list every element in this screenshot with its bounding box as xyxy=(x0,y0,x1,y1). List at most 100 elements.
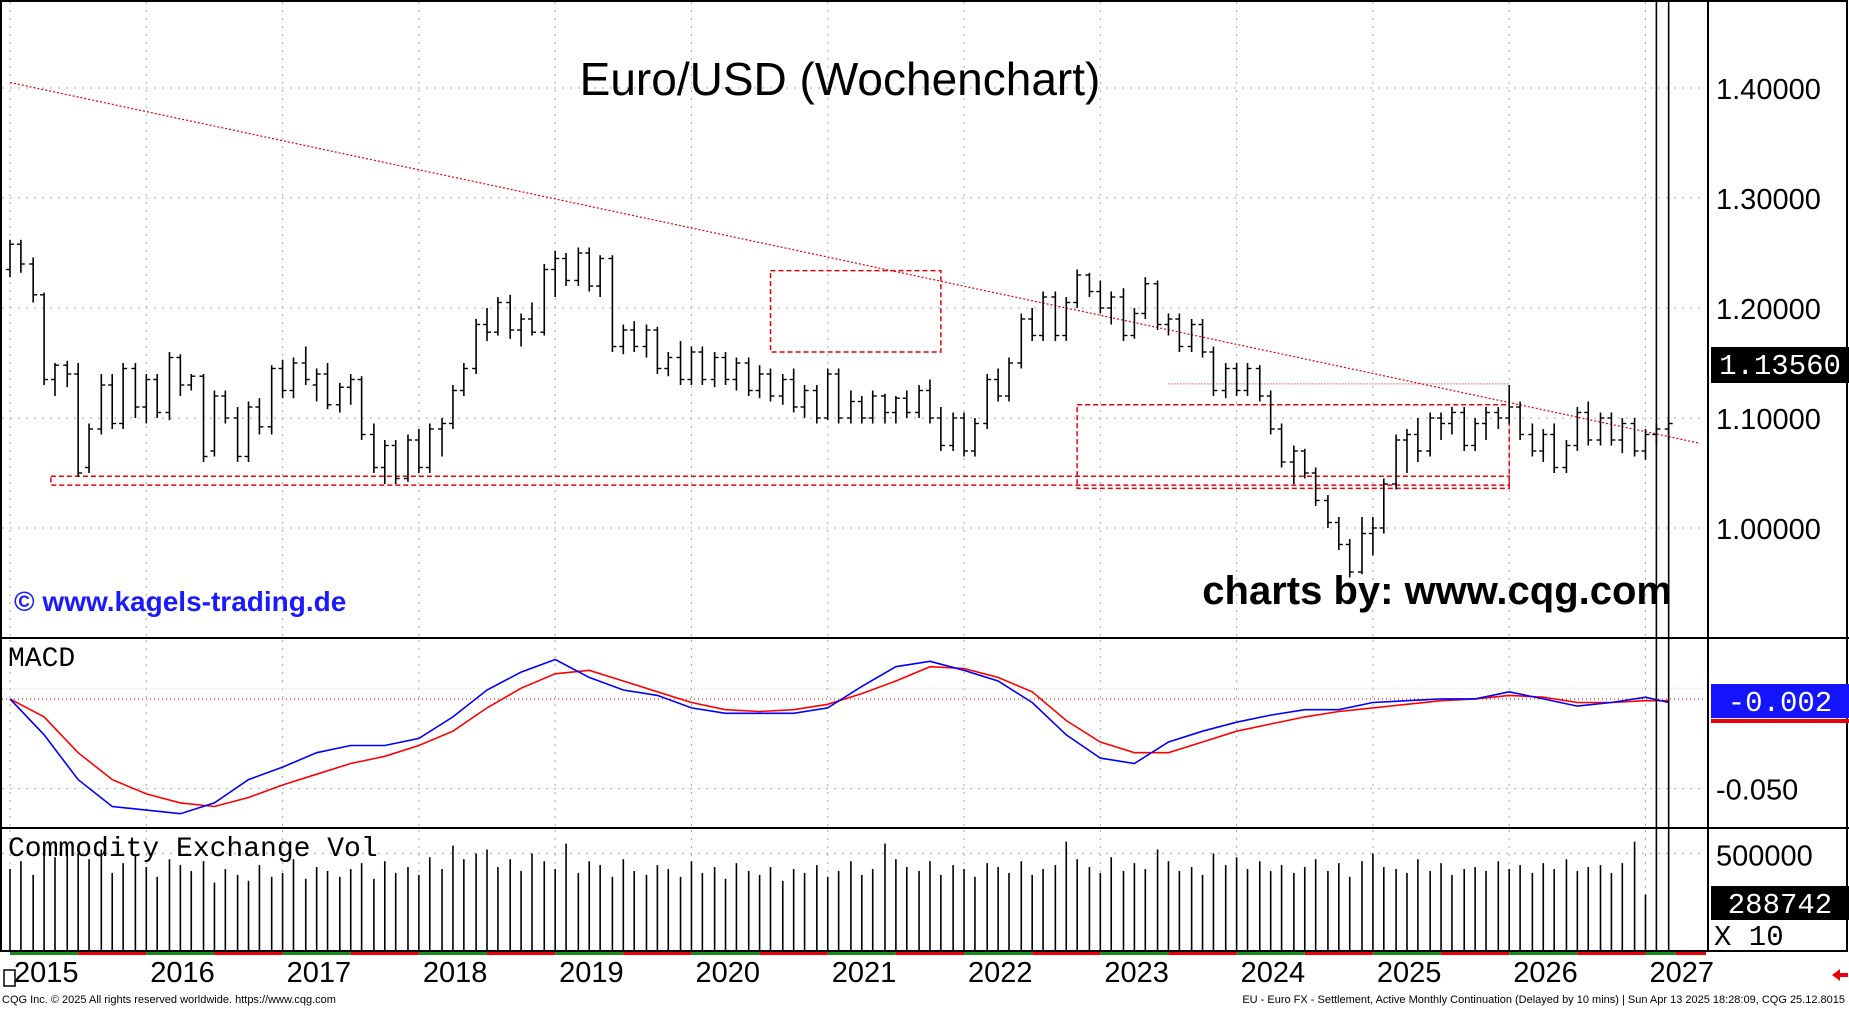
volume-multiplier: X 10 xyxy=(1714,921,1784,954)
ohlc-bar xyxy=(823,368,832,421)
ohlc-bar xyxy=(834,368,843,424)
ohlc-bar xyxy=(425,423,434,473)
ohlc-bar xyxy=(1232,363,1241,396)
ohlc-bar xyxy=(403,434,412,482)
ohlc-bar xyxy=(1096,280,1105,314)
ohlc-bar xyxy=(540,264,549,336)
ohlc-bar xyxy=(472,319,481,374)
ohlc-bar xyxy=(369,423,378,473)
ohlc-bar xyxy=(199,374,208,462)
x-tick-label: 2027 xyxy=(1649,957,1714,989)
ohlc-bar xyxy=(357,376,366,440)
ohlc-bar xyxy=(40,292,49,385)
macd-panel-title: MACD xyxy=(8,644,75,675)
ohlc-bar xyxy=(970,418,979,457)
ohlc-bar xyxy=(1028,308,1037,341)
ohlc-bar xyxy=(1153,280,1162,330)
consolidation-box xyxy=(1076,404,1510,490)
ohlc-bar xyxy=(1141,277,1150,319)
ohlc-bar xyxy=(210,390,219,457)
ohlc-bar xyxy=(233,407,242,462)
consolidation-box xyxy=(769,269,942,353)
ohlc-bar xyxy=(949,412,958,451)
ohlc-bar xyxy=(74,363,83,477)
price-bars xyxy=(6,239,1673,578)
ohlc-bar xyxy=(925,379,934,424)
ohlc-bar xyxy=(766,368,775,402)
time-strip-segment xyxy=(1032,952,1101,955)
ohlc-bar xyxy=(278,359,287,399)
time-strip-segment xyxy=(1509,952,1578,955)
ohlc-bar xyxy=(289,357,298,399)
macd-signal-line xyxy=(9,665,1669,808)
ohlc-bar xyxy=(221,390,230,424)
ohlc-bar xyxy=(1539,429,1548,462)
ohlc-bar xyxy=(6,239,14,278)
ohlc-bar xyxy=(1460,407,1469,451)
ohlc-bar xyxy=(1209,346,1218,396)
time-strip-segment xyxy=(146,952,215,955)
scroll-left-arrow-icon[interactable] xyxy=(1832,969,1848,981)
ohlc-bar xyxy=(1323,495,1332,528)
time-strip-segment xyxy=(1304,952,1373,955)
ohlc-bar xyxy=(1198,319,1207,358)
ohlc-bar xyxy=(1607,412,1616,446)
ohlc-bar xyxy=(608,255,617,352)
ohlc-bar xyxy=(483,308,492,341)
scroll-box-icon[interactable] xyxy=(3,969,16,987)
time-strip-segment xyxy=(1100,952,1169,955)
ohlc-bar xyxy=(687,346,696,385)
ohlc-bar xyxy=(244,401,253,462)
watermark-cqg: charts by: www.cqg.com xyxy=(1202,569,1672,613)
ohlc-bar xyxy=(1550,423,1559,473)
ohlc-bar xyxy=(630,321,639,352)
ohlc-bar xyxy=(1494,407,1503,429)
ohlc-bar xyxy=(1402,429,1411,473)
price-annotations xyxy=(9,81,1701,490)
ohlc-bar xyxy=(346,374,355,405)
ohlc-bar xyxy=(312,368,321,402)
ohlc-bar xyxy=(789,368,798,413)
ohlc-bar xyxy=(983,374,992,429)
time-strip-segment xyxy=(1168,952,1237,955)
time-strip-segment xyxy=(1236,952,1305,955)
ohlc-bar xyxy=(902,390,911,418)
trendline xyxy=(9,81,1701,444)
ohlc-bar xyxy=(1482,407,1491,440)
x-tick-label: 2018 xyxy=(423,957,488,989)
ohlc-bar xyxy=(448,385,457,429)
time-strip-segment xyxy=(555,952,624,955)
ohlc-bar xyxy=(1073,269,1082,308)
x-tick-label: 2017 xyxy=(287,957,352,989)
x-tick-label: 2024 xyxy=(1241,957,1306,989)
volume-tick-label: 500000 xyxy=(1716,840,1813,872)
ohlc-bar xyxy=(1426,412,1435,457)
time-strip-segment xyxy=(1372,952,1442,955)
macd-tick-label: -0.050 xyxy=(1716,775,1798,807)
ohlc-bar xyxy=(97,374,106,435)
time-strip-segment xyxy=(282,952,351,955)
ohlc-bar xyxy=(1345,539,1354,578)
ohlc-bar xyxy=(1107,291,1116,325)
ohlc-bar xyxy=(187,374,196,391)
ohlc-bar xyxy=(755,365,764,399)
time-strip-segment xyxy=(214,952,283,955)
ohlc-bar xyxy=(710,352,719,388)
ohlc-bar xyxy=(267,365,276,435)
ohlc-bar xyxy=(891,396,900,424)
price-tick-label: 1.40000 xyxy=(1716,74,1821,106)
volume-panel-title: Commodity Exchange Vol xyxy=(8,834,378,865)
grid-layer xyxy=(2,2,1706,951)
macd-last-label: -0.002 xyxy=(1728,687,1832,720)
ohlc-bar xyxy=(459,363,468,396)
ohlc-bar xyxy=(153,374,162,418)
ohlc-bar xyxy=(744,357,753,396)
ohlc-bar xyxy=(1516,401,1525,440)
ohlc-bar xyxy=(1130,308,1139,339)
ohlc-bar xyxy=(653,326,662,374)
time-strip-segment xyxy=(10,952,79,955)
ohlc-bar xyxy=(438,418,447,457)
ohlc-bar xyxy=(493,297,502,336)
ohlc-bar xyxy=(414,429,423,473)
